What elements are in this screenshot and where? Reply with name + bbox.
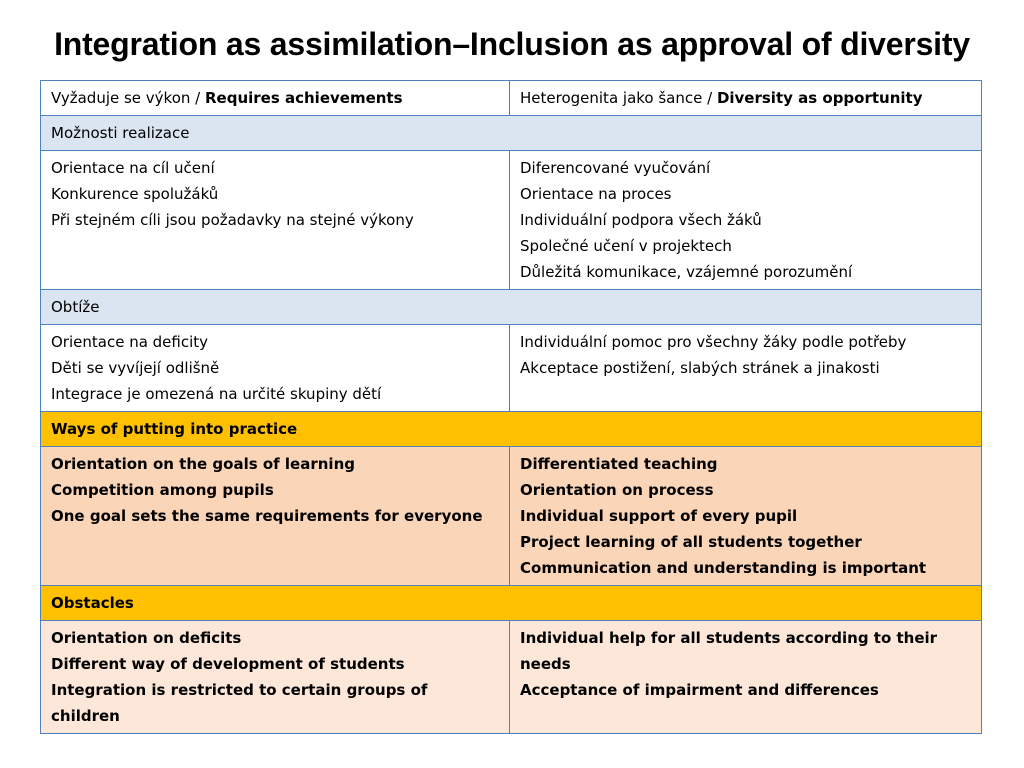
content-row-obstacles: Orientation on deficits Different way of… [40, 620, 982, 734]
content-cell-left: Orientace na deficity Děti se vyvíjejí o… [40, 324, 510, 412]
section-label: Ways of putting into practice [40, 411, 982, 447]
content-cell-left: Orientation on deficits Different way of… [40, 620, 510, 734]
content-cell-right: Differentiated teaching Orientation on p… [509, 446, 982, 586]
section-row-ways: Ways of putting into practice [40, 411, 982, 447]
header-cell-left: Vyžaduje se výkon / Requires achievement… [40, 80, 510, 116]
list-item: Orientace na cíl učení [51, 159, 215, 177]
header-cell-right: Heterogenita jako šance / Diversity as o… [509, 80, 982, 116]
section-row-obstacles: Obstacles [40, 585, 982, 621]
section-label: Možnosti realizace [40, 115, 982, 151]
header-left-plain: Vyžaduje se výkon / [51, 89, 205, 107]
header-left-bold: Requires achievements [204, 89, 403, 107]
list-item: Konkurence spolužáků [51, 185, 219, 203]
list-item: Společné učení v projektech [520, 237, 732, 255]
list-item: Integration is restricted to certain gro… [51, 681, 428, 725]
list-item: Individual help for all students accordi… [520, 629, 938, 673]
list-item: Důležitá komunikace, vzájemné porozumění [520, 263, 853, 281]
list-item: Orientation on the goals of learning [51, 455, 355, 473]
list-item: Project learning of all students togethe… [520, 533, 862, 551]
list-item: Communication and understanding is impor… [520, 559, 927, 577]
content-row-moznosti: Orientace na cíl učení Konkurence spoluž… [40, 150, 982, 290]
section-row-obtize: Obtíže [40, 289, 982, 325]
list-item: Orientation on process [520, 481, 714, 499]
list-item: Při stejném cíli jsou požadavky na stejn… [51, 211, 414, 229]
content-cell-left: Orientation on the goals of learning Com… [40, 446, 510, 586]
list-item: Differentiated teaching [520, 455, 718, 473]
list-item: Different way of development of students [51, 655, 405, 673]
content-row-obtize: Orientace na deficity Děti se vyvíjejí o… [40, 324, 982, 412]
list-item: Acceptance of impairment and differences [520, 681, 879, 699]
content-cell-right: Individual help for all students accordi… [509, 620, 982, 734]
list-item: Integrace je omezená na určité skupiny d… [51, 385, 382, 403]
list-item: Diferencované vyučování [520, 159, 711, 177]
content-cell-left: Orientace na cíl učení Konkurence spoluž… [40, 150, 510, 290]
list-item: Děti se vyvíjejí odlišně [51, 359, 220, 377]
content-row-ways: Orientation on the goals of learning Com… [40, 446, 982, 586]
comparison-table: Vyžaduje se výkon / Requires achievement… [40, 80, 982, 734]
section-label: Obstacles [40, 585, 982, 621]
list-item: Orientace na deficity [51, 333, 209, 351]
list-item: Individual support of every pupil [520, 507, 798, 525]
list-item: Akceptace postižení, slabých stránek a j… [520, 359, 880, 377]
content-cell-right: Diferencované vyučování Orientace na pro… [509, 150, 982, 290]
list-item: Individuální podpora všech žáků [520, 211, 762, 229]
header-right-bold: Diversity as opportunity [716, 89, 923, 107]
section-label: Obtíže [40, 289, 982, 325]
slide-title: Integration as assimilation–Inclusion as… [54, 26, 970, 62]
content-cell-right: Individuální pomoc pro všechny žáky podl… [509, 324, 982, 412]
list-item: One goal sets the same requirements for … [51, 507, 483, 525]
section-row-moznosti: Možnosti realizace [40, 115, 982, 151]
list-item: Orientace na proces [520, 185, 672, 203]
list-item: Orientation on deficits [51, 629, 242, 647]
header-right-plain: Heterogenita jako šance / [520, 89, 717, 107]
list-item: Individuální pomoc pro všechny žáky podl… [520, 333, 907, 351]
list-item: Competition among pupils [51, 481, 274, 499]
table-header-row: Vyžaduje se výkon / Requires achievement… [40, 80, 982, 116]
